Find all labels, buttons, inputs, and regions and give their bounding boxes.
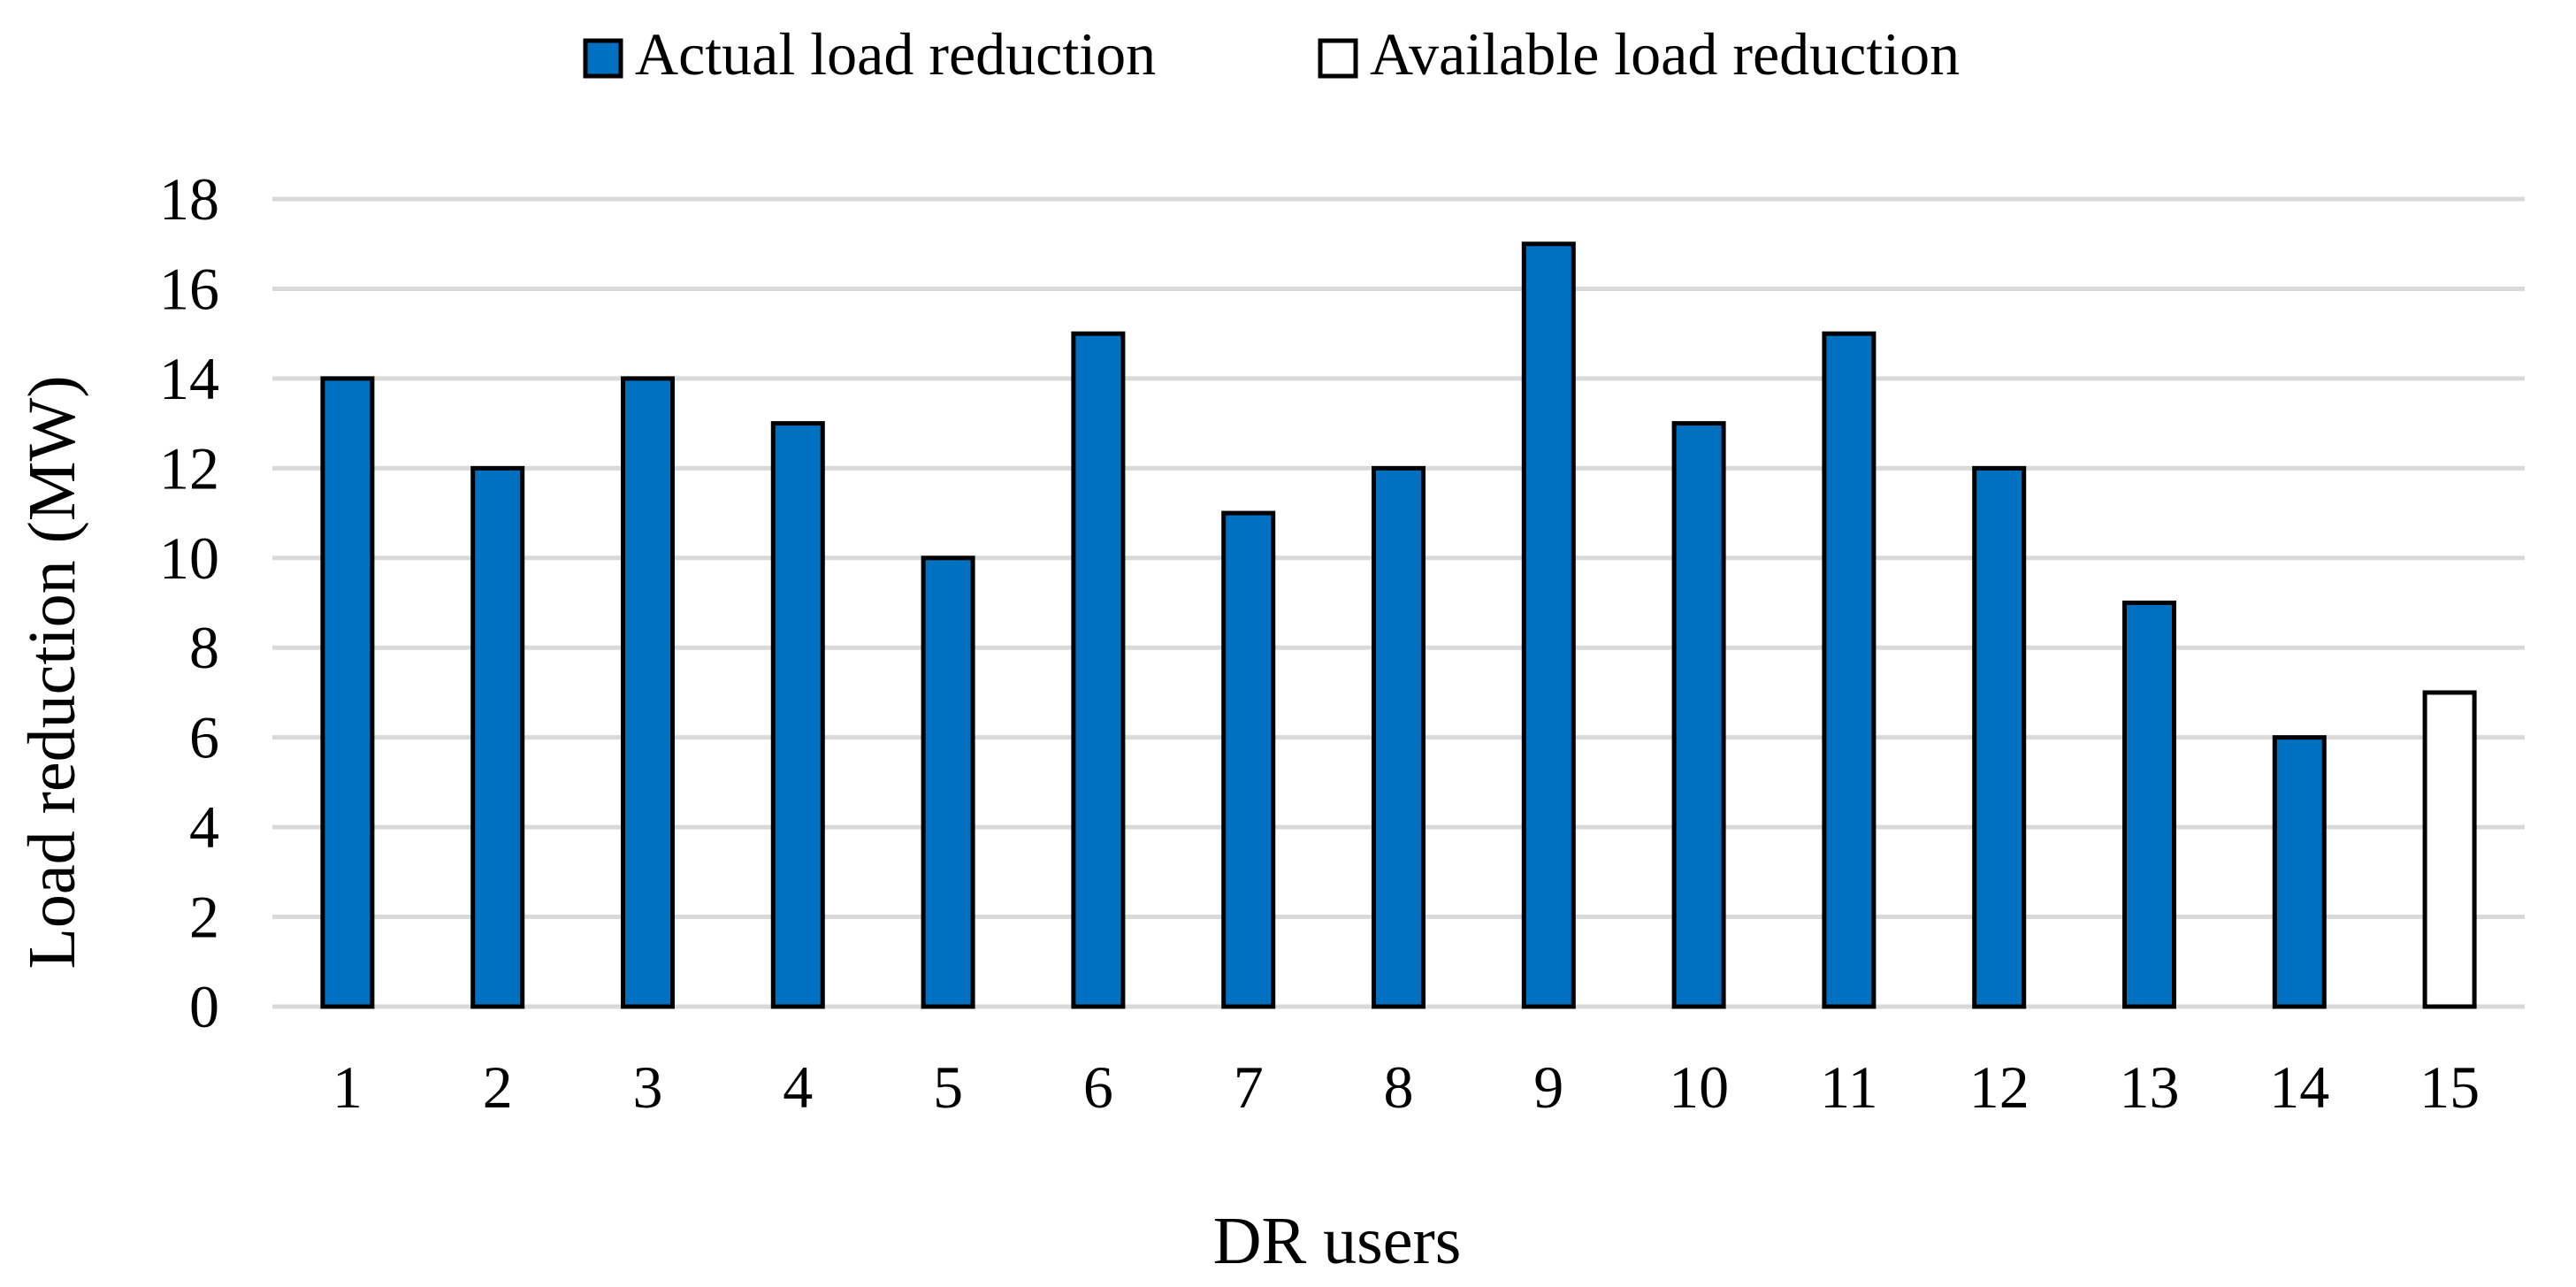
bar-actual-user-13 [2122, 601, 2176, 1009]
x-tick-label: 1 [333, 1053, 363, 1121]
bar-actual-user-6 [1071, 331, 1126, 1009]
x-tick-label: 4 [783, 1053, 813, 1121]
x-tick-label: 13 [2120, 1053, 2180, 1121]
x-tick-label: 6 [1083, 1053, 1113, 1121]
bar-actual-user-2 [470, 465, 525, 1009]
y-tick-label: 10 [159, 525, 219, 592]
legend: Actual load reduction Available load red… [583, 20, 1960, 88]
x-tick-label: 14 [2269, 1053, 2329, 1121]
bar-actual-user-12 [1972, 465, 2027, 1009]
x-tick-label: 5 [933, 1053, 963, 1121]
x-tick-label: 9 [1533, 1053, 1563, 1121]
legend-swatch-actual [583, 38, 623, 79]
legend-label-actual: Actual load reduction [635, 20, 1156, 88]
x-tick-label: 10 [1669, 1053, 1729, 1121]
x-tick-label: 2 [483, 1053, 513, 1121]
y-tick-label: 14 [159, 345, 219, 412]
bar-actual-user-1 [320, 376, 375, 1009]
x-tick-label: 11 [1820, 1053, 1877, 1121]
y-tick-label: 2 [189, 884, 219, 951]
y-tick-label: 4 [189, 793, 219, 861]
x-axis-title: DR users [1213, 1204, 1462, 1278]
y-tick-label: 8 [189, 614, 219, 681]
legend-swatch-available [1318, 38, 1358, 79]
x-tick-label: 3 [633, 1053, 663, 1121]
bar-actual-user-8 [1372, 465, 1426, 1009]
bar-actual-user-5 [921, 555, 975, 1009]
y-axis-ticks: 0 2 4 6 8 10 12 14 16 18 [159, 165, 219, 1040]
bars [320, 241, 2477, 1009]
bar-actual-user-11 [1822, 331, 1877, 1009]
bar-actual-user-3 [621, 376, 675, 1009]
y-tick-label: 6 [189, 704, 219, 771]
y-tick-label: 12 [159, 434, 219, 502]
y-tick-label: 18 [159, 165, 219, 233]
bar-actual-user-9 [1521, 241, 1576, 1009]
bar-actual-user-4 [770, 421, 825, 1009]
x-tick-label: 7 [1234, 1053, 1264, 1121]
y-tick-label: 16 [159, 255, 219, 322]
bar-actual-user-10 [1671, 421, 1726, 1009]
x-tick-label: 15 [2419, 1053, 2480, 1121]
x-tick-label: 12 [1969, 1053, 2029, 1121]
y-tick-label: 0 [189, 973, 219, 1040]
y-axis-title: Load reduction (MW) [15, 375, 89, 969]
legend-label-available: Available load reduction [1370, 20, 1960, 88]
bar-actual-user-7 [1221, 510, 1276, 1009]
bar-actual-user-14 [2272, 735, 2327, 1009]
bar-available-user-15 [2422, 690, 2477, 1009]
x-axis-ticks: 1 2 3 4 5 6 7 8 9 10 11 12 13 14 15 [333, 1053, 2480, 1121]
x-tick-label: 8 [1384, 1053, 1414, 1121]
